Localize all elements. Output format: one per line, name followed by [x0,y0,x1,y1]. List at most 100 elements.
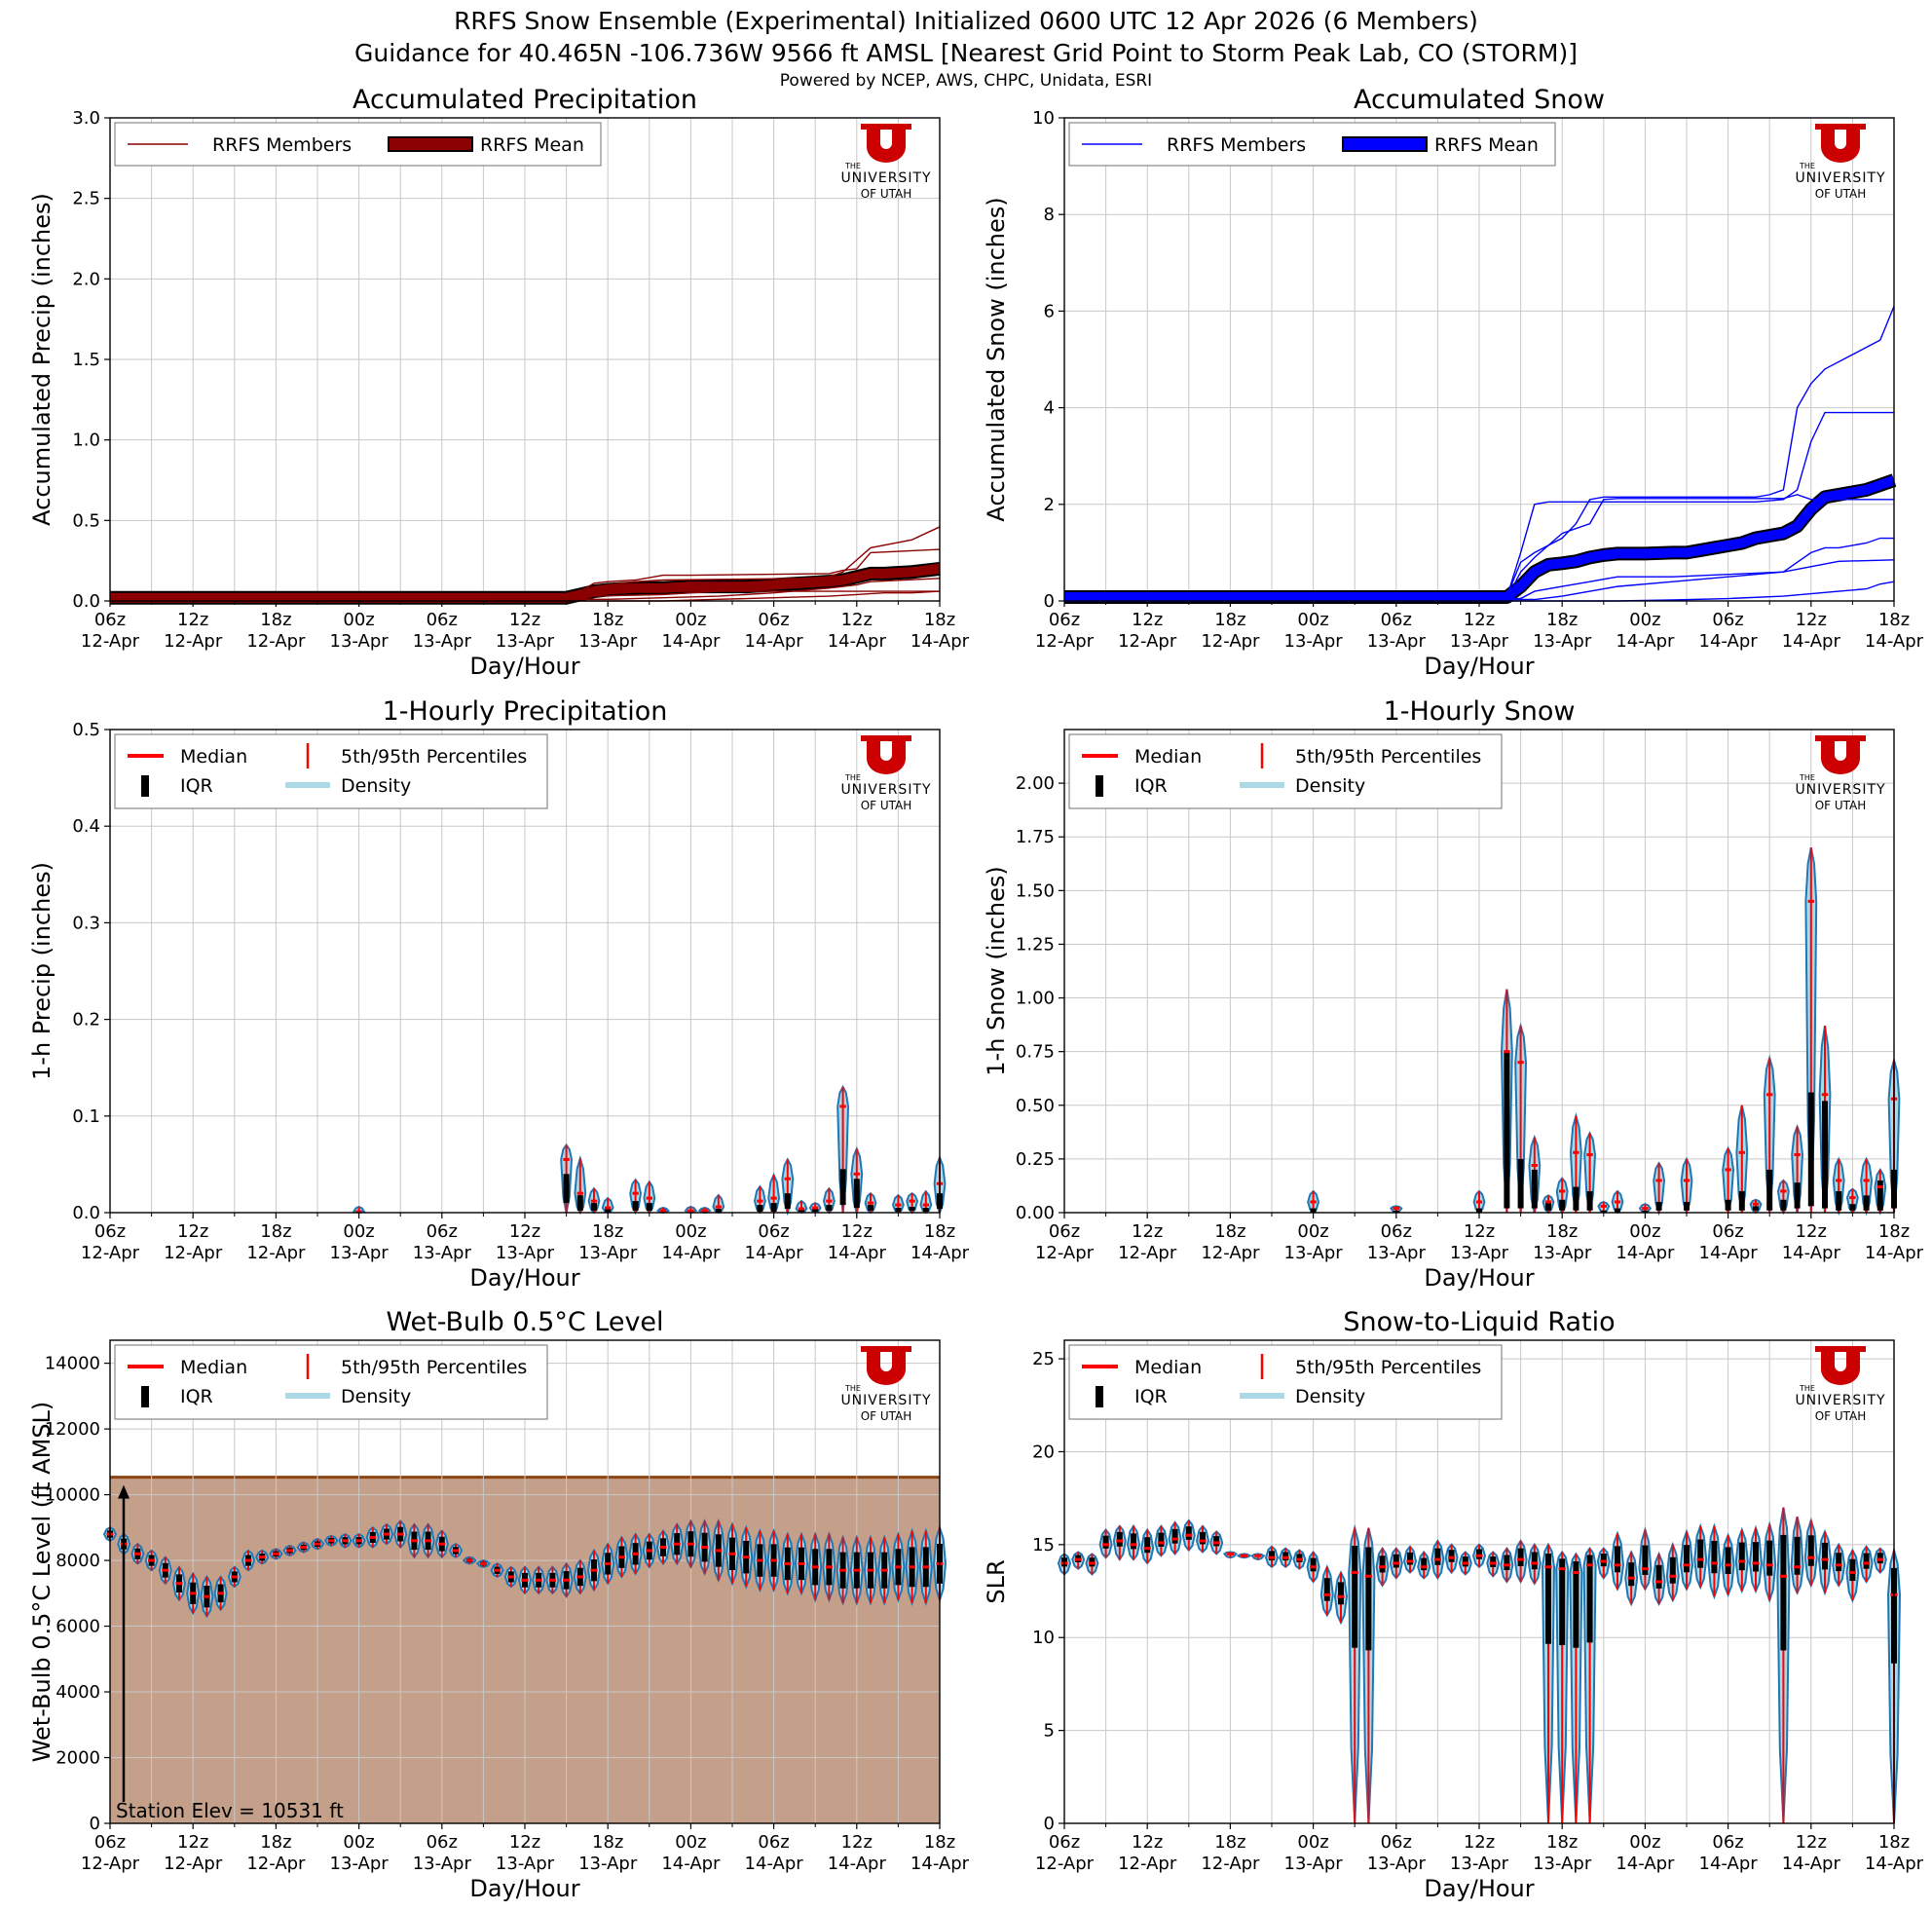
violin [1680,1156,1693,1217]
logo-text-university: UNIVERSITY [840,1393,931,1408]
violin [393,1519,408,1550]
x-tick-day: 13-Apr [1367,1854,1427,1874]
violin-iqr [1836,1190,1842,1211]
violin [1597,1200,1611,1215]
x-tick-day: 14-Apr [1616,1243,1675,1263]
violin [1832,1542,1846,1588]
y-tick-label: 0.50 [1016,1096,1055,1116]
y-tick-label: 10 [1032,108,1055,129]
x-tick-day: 14-Apr [1699,1243,1759,1263]
utah-u-top-bar [861,1346,911,1352]
mean-line [110,563,941,603]
station-arrow-head [118,1484,130,1499]
legend-iqr-label: IQR [1134,775,1168,797]
x-tick-hour: 18z [592,1832,623,1853]
violin-iqr [1559,1199,1566,1211]
violin [1430,1539,1445,1581]
legend-density-label: Density [341,1386,411,1407]
x-tick-day: 13-Apr [413,631,472,652]
legend-median-label: Median [1134,746,1202,768]
violin-iqr [1102,1535,1109,1549]
violin [1486,1551,1501,1578]
violin [587,1186,601,1215]
violin [1444,1543,1459,1575]
x-tick-day: 12-Apr [81,631,140,652]
x-tick-hour: 06z [1712,1832,1743,1853]
x-tick-day: 14-Apr [910,1243,970,1263]
violin-iqr [784,1193,791,1210]
x-tick-day: 12-Apr [81,1854,140,1874]
x-tick-hour: 18z [1878,1832,1910,1853]
y-tick-label: 3.0 [72,108,100,129]
logo-text-of-utah: OF UTAH [861,1409,912,1423]
violin [407,1522,422,1559]
legend-box [114,733,548,809]
violin [545,1565,560,1595]
violin [1527,1542,1542,1586]
x-axis-label: Day/Hour [1424,653,1534,680]
violin [1818,1026,1832,1214]
utah-u-icon [1821,735,1860,774]
violin [1665,1541,1680,1603]
x-tick-hour: 12z [509,610,540,630]
x-tick-hour: 06z [1712,1221,1743,1242]
utah-u-icon [867,124,906,163]
violin [227,1565,242,1589]
violin [877,1534,892,1606]
x-tick-day: 12-Apr [1201,631,1260,652]
violin [1542,1194,1555,1215]
violin-iqr [1753,1206,1759,1211]
violin-iqr [922,1208,929,1213]
x-tick-hour: 06z [94,1221,126,1242]
violin-iqr [1476,1549,1482,1559]
violin-iqr [1655,1201,1662,1211]
violin-iqr [1738,1542,1745,1571]
x-tick-hour: 18z [1878,1221,1910,1242]
violin [1471,1543,1487,1569]
y-tick-label: 8000 [56,1551,100,1571]
x-tick-day: 13-Apr [1450,1243,1509,1263]
violin [1804,847,1818,1214]
y-tick-label: 12000 [45,1419,100,1440]
violin-iqr [1379,1555,1386,1573]
violin [338,1532,353,1549]
member-line-3 [109,526,941,601]
legend-box [114,1344,548,1420]
violin [421,1522,435,1559]
x-tick-hour: 00z [675,1221,706,1242]
x-tick-hour: 18z [1214,1832,1245,1853]
violin-iqr [1517,1548,1524,1566]
violin-iqr [1407,1552,1413,1565]
member-line-1 [1064,306,1895,597]
x-tick-day: 13-Apr [330,1243,390,1263]
logo-text-university: UNIVERSITY [1795,1393,1885,1408]
violin-iqr [1462,1556,1468,1567]
violin-iqr [715,1209,722,1213]
x-tick-day: 12-Apr [1118,1243,1177,1263]
violin-iqr [1849,1558,1856,1582]
violin-iqr [1684,1201,1690,1211]
y-tick-label: 0 [1044,1814,1055,1834]
violin-iqr [1531,1552,1538,1570]
y-tick-label: 0.5 [72,720,100,740]
legend: Median 5th/95th Percentiles IQR Density [1068,733,1503,809]
legend: Median 5th/95th Percentiles IQR Density [114,733,548,809]
x-tick-day: 14-Apr [828,1243,887,1263]
x-tick-hour: 06z [1381,1221,1412,1242]
x-tick-hour: 18z [260,1832,291,1853]
violin [1528,1134,1542,1214]
violin [1154,1524,1169,1557]
y-tick-label: 2 [1044,495,1055,515]
violin-iqr [1642,1545,1649,1575]
x-tick-day: 12-Apr [246,1854,306,1874]
violin [1791,1123,1804,1214]
x-tick-hour: 00z [1629,610,1660,630]
violin-iqr [909,1207,915,1212]
y-tick-label: 2.00 [1016,773,1055,794]
x-tick-day: 12-Apr [1035,1243,1095,1263]
y-axis-label: 1-h Precip (inches) [28,862,56,1080]
x-tick-day: 13-Apr [1450,1854,1509,1874]
x-tick-day: 13-Apr [330,631,390,652]
